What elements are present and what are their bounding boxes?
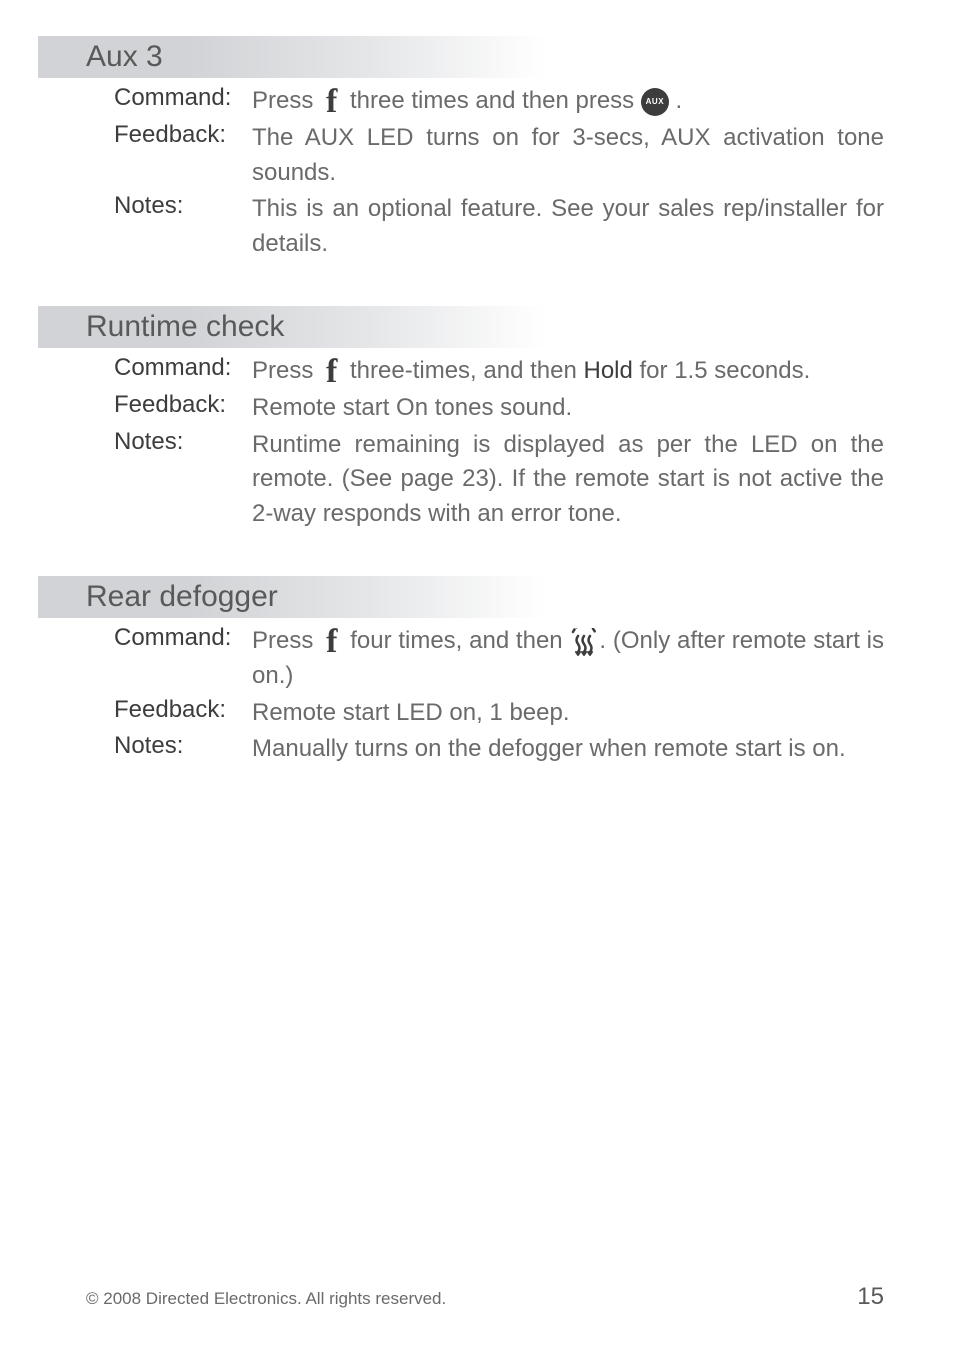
section-heading: Aux 3	[38, 36, 884, 78]
definition-row: Feedback:Remote start On tones sound.	[114, 391, 884, 426]
row-label: Command:	[114, 624, 252, 652]
row-label: Feedback:	[114, 121, 252, 149]
row-content: Manually turns on the defogger when remo…	[252, 732, 884, 767]
row-content: Runtime remaining is displayed as per th…	[252, 428, 884, 532]
section-block: Command:Press f three times and then pre…	[86, 84, 884, 262]
definition-row: Notes:This is an optional feature. See y…	[114, 192, 884, 262]
row-label: Feedback:	[114, 391, 252, 419]
definition-row: Notes:Runtime remaining is displayed as …	[114, 428, 884, 532]
footer: © 2008 Directed Electronics. All rights …	[86, 1283, 884, 1311]
section-heading: Runtime check	[38, 306, 884, 348]
row-content: This is an optional feature. See your sa…	[252, 192, 884, 262]
row-content: Press f three-times, and then Hold for 1…	[252, 354, 884, 389]
page: Aux 3Command:Press f three times and the…	[0, 0, 954, 1359]
definition-row: Command:Press f three times and then pre…	[114, 84, 884, 119]
row-label: Notes:	[114, 732, 252, 760]
row-label: Feedback:	[114, 696, 252, 724]
row-content: Remote start LED on, 1 beep.	[252, 696, 884, 731]
row-content: The AUX LED turns on for 3-secs, AUX act…	[252, 121, 884, 191]
section-block: Command:Press f four times, and then . (…	[86, 624, 884, 767]
page-number: 15	[857, 1283, 884, 1311]
bold-text: Hold	[583, 357, 632, 384]
row-content: Press f three times and then press AUX .	[252, 84, 884, 119]
section-block: Command:Press f three-times, and then Ho…	[86, 354, 884, 532]
row-label: Command:	[114, 84, 252, 112]
row-label: Command:	[114, 354, 252, 382]
sections-container: Aux 3Command:Press f three times and the…	[86, 36, 884, 767]
definition-row: Notes:Manually turns on the defogger whe…	[114, 732, 884, 767]
definition-row: Feedback:The AUX LED turns on for 3-secs…	[114, 121, 884, 191]
section-heading: Rear defogger	[38, 576, 884, 618]
definition-row: Command:Press f four times, and then . (…	[114, 624, 884, 694]
row-content: Remote start On tones sound.	[252, 391, 884, 426]
defogger-icon	[569, 628, 599, 656]
copyright-text: © 2008 Directed Electronics. All rights …	[86, 1289, 446, 1309]
aux-icon: AUX	[641, 88, 669, 116]
definition-row: Feedback:Remote start LED on, 1 beep.	[114, 696, 884, 731]
row-label: Notes:	[114, 428, 252, 456]
row-label: Notes:	[114, 192, 252, 220]
definition-row: Command:Press f three-times, and then Ho…	[114, 354, 884, 389]
row-content: Press f four times, and then . (Only aft…	[252, 624, 884, 694]
